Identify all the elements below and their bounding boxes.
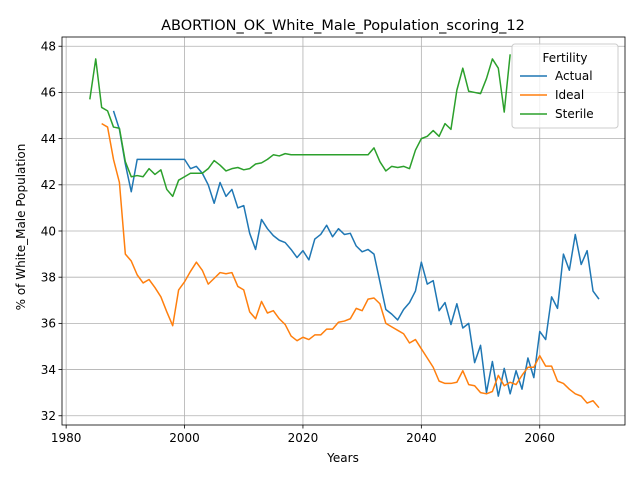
x-tick-label: 2020 [288,431,319,445]
x-tick-label: 2060 [524,431,555,445]
y-tick-label: 38 [41,270,56,284]
y-tick-label: 44 [41,132,56,146]
y-tick-label: 36 [41,317,56,331]
x-tick-label: 1980 [51,431,82,445]
grid [62,37,625,425]
series-line-ideal [101,122,600,409]
legend-box [511,43,619,129]
legend-title: Fertility [542,51,587,65]
y-tick-label: 40 [41,224,56,238]
y-axis-ticks: 32 34 36 38 40 42 44 46 48 [41,40,62,423]
legend: Fertility Actual Ideal Sterile [511,43,619,129]
x-tick-label: 2040 [406,431,437,445]
y-tick-label: 48 [41,40,56,54]
y-tick-label: 34 [41,363,56,377]
series-lines [89,54,600,409]
y-tick-label: 46 [41,86,56,100]
legend-entries: Actual Ideal Sterile [520,69,594,121]
x-axis-label: Years [326,451,359,465]
legend-label-ideal: Ideal [555,88,584,102]
series-line-sterile [89,54,511,198]
x-tick-label: 2000 [169,431,200,445]
series-line-actual [112,110,600,397]
x-axis-ticks: 1980 2000 2020 2040 2060 [51,425,555,445]
y-axis-label: % of White_Male Population [14,144,28,311]
chart-title: ABORTION_OK_White_Male_Population_scorin… [161,18,525,34]
legend-label-actual: Actual [555,69,593,83]
y-tick-label: 32 [41,409,56,423]
y-tick-label: 42 [41,178,56,192]
legend-label-sterile: Sterile [555,107,594,121]
